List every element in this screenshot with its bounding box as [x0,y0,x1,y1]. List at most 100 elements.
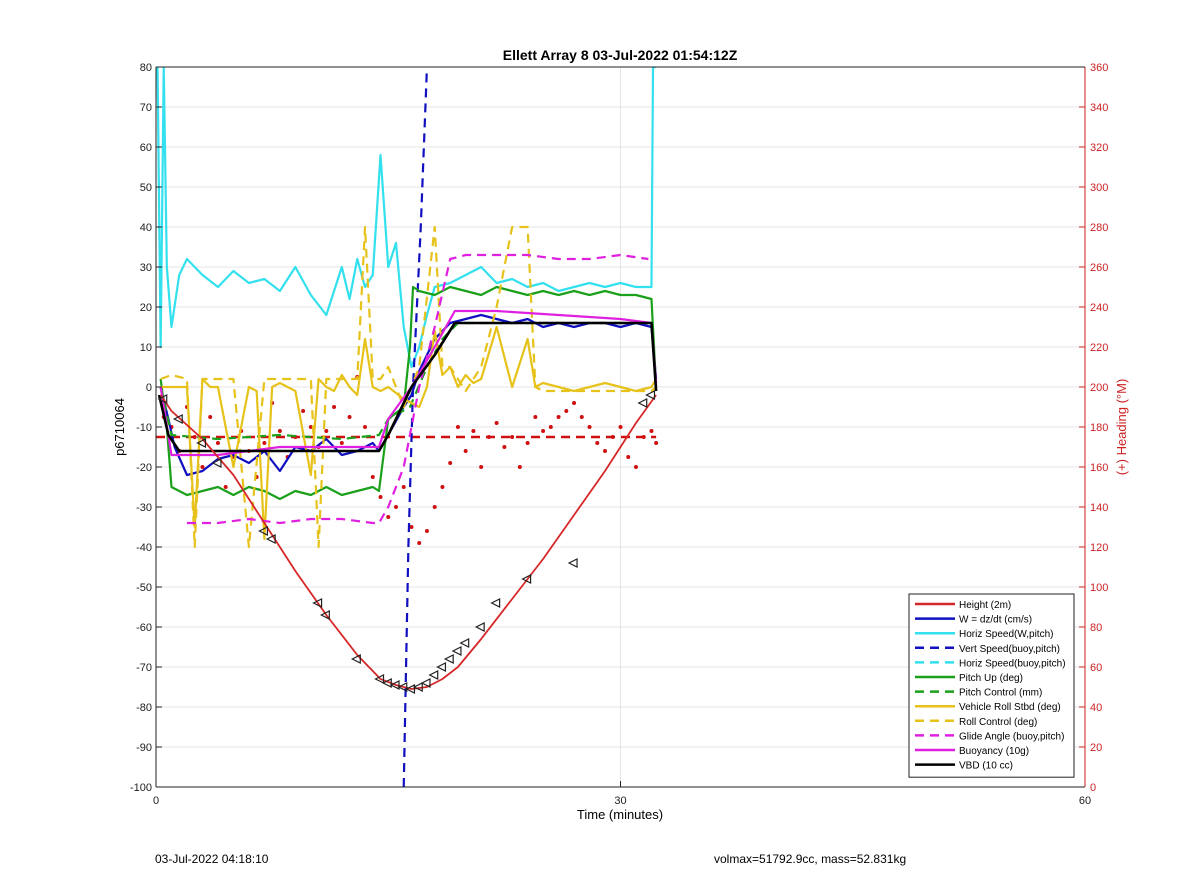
series-line-3 [402,67,429,787]
heading-dot [223,485,228,489]
y-axis-label: p6710064 [112,398,127,456]
y2-tick-label: 40 [1090,702,1102,714]
heading-dot [525,441,530,445]
legend-label: Vehicle Roll Stbd (deg) [959,702,1061,713]
x-tick-label: 0 [153,795,159,807]
heading-dot [556,415,561,419]
heading-dot [541,429,546,433]
heading-dot [424,529,429,533]
dive-marker [312,598,323,608]
y2-tick-label: 20 [1090,742,1102,754]
heading-dot [572,401,577,405]
heading-dot [455,425,460,429]
series-line-11 [157,321,658,453]
dive-marker [319,610,330,620]
y-tick-label: -20 [136,462,152,474]
dive-marker [381,678,392,688]
dive-marker [374,674,385,684]
dive-marker [459,638,470,648]
y-tick-label: -30 [136,502,152,514]
y-tick-label: -70 [136,662,152,674]
y-tick-label: 30 [140,262,152,274]
heading-dot [564,409,569,413]
heading-dot [548,425,553,429]
dive-marker [172,414,183,424]
heading-dot [587,425,592,429]
heading-dot [301,409,306,413]
x-tick-label: 30 [614,795,626,807]
y2-tick-label: 80 [1090,622,1102,634]
y2-tick-label: 340 [1090,102,1108,114]
dive-marker [637,398,648,408]
heading-dot [486,435,491,439]
y2-tick-label: 220 [1090,342,1108,354]
legend-label: VBD (10 cc) [959,761,1013,772]
heading-dot [517,465,522,469]
legend-label: Vert Speed(buoy,pitch) [959,644,1060,655]
legend-label: W = dz/dt (cm/s) [959,615,1032,626]
y-tick-label: 10 [140,342,152,354]
dive-marker [436,662,447,672]
heading-dot [401,485,406,489]
dive-marker [157,394,168,404]
legend-label: Horiz Speed(W,pitch) [959,629,1053,640]
heading-dot [200,465,205,469]
y2-tick-label: 0 [1090,782,1096,794]
heading-dot [393,505,398,509]
heading-dot [463,449,468,453]
y-tick-label: -40 [136,542,152,554]
y2-tick-label: 160 [1090,462,1108,474]
x-axis-label: Time (minutes) [577,807,663,822]
y-tick-label: -60 [136,622,152,634]
footer-info: volmax=51792.9cc, mass=52.831kg [714,852,907,866]
dive-marker [397,682,408,692]
y2-tick-label: 300 [1090,182,1108,194]
heading-dot [308,425,313,429]
y-tick-label: -100 [130,782,152,794]
heading-dot [208,415,213,419]
heading-dot [347,415,352,419]
heading-dot [510,435,515,439]
heading-dot [654,441,659,445]
heading-dot [378,495,383,499]
dive-marker [428,670,439,680]
y2-tick-label: 360 [1090,62,1108,74]
heading-dot [332,405,337,409]
heading-dot [440,485,445,489]
heading-dot [370,475,375,479]
legend-label: Pitch Up (deg) [959,673,1023,684]
dive-marker [451,646,462,656]
dive-marker [258,526,268,536]
legend-box [908,593,1075,778]
heading-dot [502,445,507,449]
dive-marker [196,438,207,448]
heading-dot [610,435,615,439]
legend-label: Horiz Speed(buoy,pitch) [959,658,1066,669]
series-line-8 [160,225,657,549]
y-tick-label: 50 [140,182,152,194]
legend-label: Pitch Control (mm) [959,688,1042,699]
heading-dot [339,441,344,445]
dive-marker [389,680,400,690]
legend-label: Height (2m) [959,600,1011,611]
dive-marker [474,622,485,632]
series-line-7 [160,325,658,541]
dive-marker [645,390,656,400]
heading-dot [262,441,267,445]
heading-dot [626,455,631,459]
dive-marker [420,678,431,688]
series-line-5 [159,285,658,501]
y-tick-label: 40 [140,222,152,234]
dive-marker [443,654,454,664]
x-tick-label: 60 [1079,795,1091,807]
heading-dot [363,425,368,429]
y2-tick-label: 60 [1090,662,1102,674]
heading-dot [386,515,391,519]
legend-label: Buoyancy (10g) [959,746,1029,757]
heading-dot [618,425,623,429]
heading-dot [417,541,422,545]
legend-label: Roll Control (deg) [959,717,1037,728]
dive-marker [350,654,361,664]
dive-marker [521,574,532,584]
y2-tick-label: 280 [1090,222,1108,234]
